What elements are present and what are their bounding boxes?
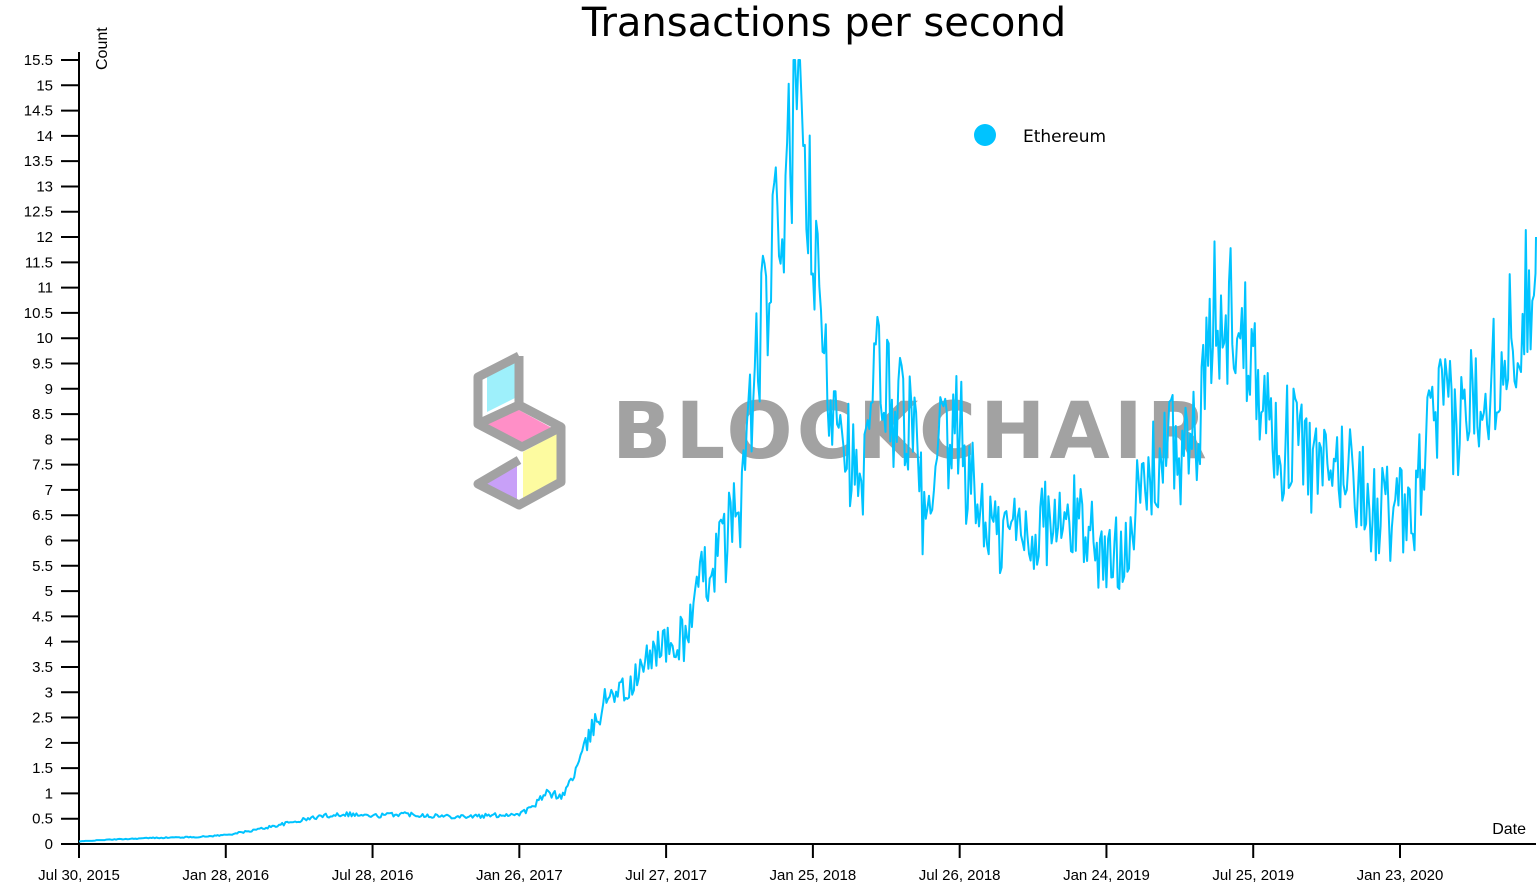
y-tick-label: 12 (36, 229, 53, 246)
y-tick-label: 9 (45, 381, 53, 398)
y-tick-label: 6.5 (32, 507, 53, 524)
y-tick-label: 10 (36, 330, 53, 347)
y-tick-label: 11.5 (25, 254, 53, 271)
y-tick-label: 3.5 (32, 659, 53, 676)
y-axis: 00.511.522.533.544.555.566.577.588.599.5… (24, 52, 80, 853)
x-axis-label: Date (1492, 821, 1526, 838)
y-tick-label: 4 (45, 634, 53, 651)
blockchair-logo (473, 351, 566, 510)
y-tick-label: 8 (45, 431, 53, 448)
x-tick-label: Jan 25, 2018 (770, 867, 857, 884)
logo-outline-inner (476, 356, 564, 431)
y-axis-label: Count (94, 27, 111, 70)
x-tick-label: Jul 28, 2016 (332, 867, 414, 884)
y-tick-label: 11 (37, 280, 53, 297)
y-tick-label: 6 (45, 533, 53, 550)
legend: Ethereum (974, 124, 1106, 147)
x-tick-label: Jul 27, 2017 (625, 867, 707, 884)
legend-label-ethereum: Ethereum (1023, 127, 1106, 147)
logo-yellow-face (523, 433, 558, 498)
y-tick-label: 14 (36, 128, 53, 145)
x-tick-label: Jan 26, 2017 (476, 867, 563, 884)
y-tick-label: 10.5 (24, 305, 53, 322)
y-tick-label: 4.5 (32, 608, 53, 625)
y-tick-label: 0 (45, 836, 53, 853)
y-tick-label: 15.5 (24, 52, 53, 69)
blockchair-watermark: BLOCKCHAIR (473, 351, 1207, 510)
y-tick-label: 1 (45, 785, 53, 802)
y-tick-label: 0.5 (32, 811, 53, 828)
x-tick-label: Jan 28, 2016 (182, 867, 269, 884)
chart-title: Transactions per second (581, 0, 1066, 46)
x-tick-label: Jul 30, 2015 (38, 867, 120, 884)
series-line-ethereum (79, 59, 1537, 843)
x-axis: Jul 30, 2015 Jan 28, 2016 Jul 28, 2016 Jan … (38, 843, 1536, 884)
logo-purple-face (487, 462, 517, 500)
y-tick-label: 15 (36, 77, 53, 94)
y-tick-label: 3 (45, 684, 53, 701)
y-tick-label: 5 (45, 583, 53, 600)
y-tick-label: 7.5 (32, 457, 53, 474)
x-tick-label: Jul 26, 2018 (919, 867, 1001, 884)
y-tick-label: 14.5 (24, 103, 53, 120)
x-tick-label: Jul 25, 2019 (1212, 867, 1294, 884)
legend-swatch-ethereum (974, 124, 996, 146)
y-tick-label: 2.5 (32, 710, 53, 727)
y-tick-label: 12.5 (24, 204, 53, 221)
y-tick-label: 9.5 (32, 355, 53, 372)
y-tick-label: 13.5 (24, 153, 53, 170)
x-tick-label: Jan 23, 2020 (1357, 867, 1444, 884)
y-tick-label: 5.5 (32, 558, 53, 575)
y-tick-label: 2 (45, 735, 53, 752)
series-layer (79, 59, 1537, 843)
y-tick-label: 8.5 (32, 406, 53, 423)
y-tick-label: 1.5 (32, 760, 53, 777)
y-tick-label: 7 (45, 482, 53, 499)
x-tick-label: Jan 24, 2019 (1063, 867, 1150, 884)
y-tick-label: 13 (36, 178, 53, 195)
